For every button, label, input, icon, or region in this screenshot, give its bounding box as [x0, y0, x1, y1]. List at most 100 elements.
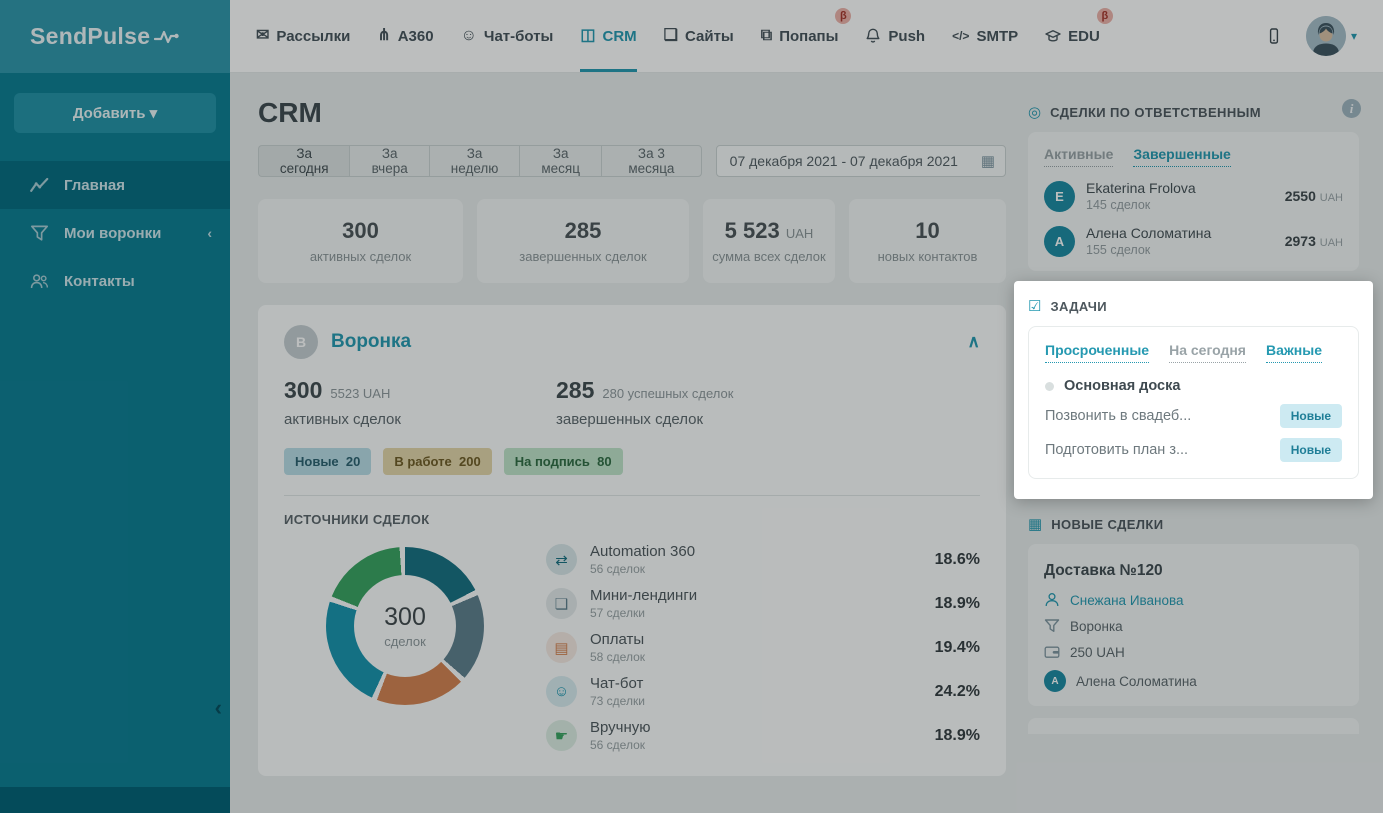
stat-label: завершенных сделок [556, 411, 704, 428]
calendar-icon[interactable]: ▦ [980, 153, 995, 170]
stat-label: активных сделок [284, 411, 401, 428]
owner-deals: 155 сделок [1086, 243, 1151, 257]
source-name: Мини-лендинги [590, 587, 698, 604]
task-row[interactable]: Подготовить план з... Новые [1045, 438, 1342, 462]
source-percent: 18.6% [934, 550, 980, 568]
sidebar-collapse-button[interactable]: ‹ [214, 695, 222, 720]
sidebar-item-contacts[interactable]: Контакты [0, 257, 230, 305]
task-status-badge: Новые [1279, 438, 1342, 462]
sidebar-item-main[interactable]: Главная [0, 161, 230, 209]
stage-badge-in-progress[interactable]: В работе 200 [383, 448, 492, 475]
top-nav: ✉ Рассылки ⋔ A360 ☺ Чат-боты ◫ CRM ❏ Сай… [256, 0, 1113, 72]
stage-badge-new[interactable]: Новые 20 [284, 448, 372, 475]
stat-closed-deals: 285 завершенных сделок [477, 199, 689, 283]
info-icon[interactable]: i [1342, 99, 1361, 118]
owner-row[interactable]: E Ekaterina Frolova 145 сделок 2550 UAH [1044, 180, 1343, 212]
pipeline-closed-stat: 285 280 успешных сделок завершенных сдел… [556, 377, 828, 428]
task-row[interactable]: Позвонить в свадеб... Новые [1045, 404, 1342, 428]
stat-value: 300 [284, 377, 323, 403]
avatar: А [1044, 670, 1066, 692]
sendpulse-logo[interactable]: SendPulse [30, 23, 180, 50]
tab-closed-deals[interactable]: Завершенные [1133, 146, 1231, 167]
owner-name: Алена Соломатина [1086, 225, 1212, 241]
sidebar-item-pipelines[interactable]: Мои воронки ‹ [0, 209, 230, 257]
stat-value: 285 [564, 218, 602, 243]
pipeline-avatar: B [284, 325, 318, 359]
tab-overdue[interactable]: Просроченные [1045, 342, 1150, 363]
range-week-button[interactable]: За неделю [428, 145, 520, 177]
nav-tab-mailings[interactable]: ✉ Рассылки [256, 0, 350, 72]
nav-tab-popups[interactable]: ⧉ Попапы β [761, 0, 852, 72]
range-month-button[interactable]: За месяц [519, 145, 602, 177]
legend-row-manual: ☛ Вручную 56 сделок 18.9% [546, 719, 980, 752]
add-button[interactable]: Добавить ▾ [14, 93, 216, 133]
deal-owner-row: А Алена Соломатина [1044, 670, 1343, 692]
range-yesterday-button[interactable]: За вчера [349, 145, 429, 177]
deal-contact-row[interactable]: Снежана Иванова [1044, 592, 1343, 608]
topbar-right: ▾ [1266, 0, 1383, 72]
legend-row-chatbot: ☺ Чат-бот 73 сделки 24.2% [546, 675, 980, 708]
owner-row[interactable]: A Алена Соломатина 155 сделок 2973 UAH [1044, 225, 1343, 257]
source-name: Оплаты [590, 631, 645, 648]
nav-tab-label: EDU [1068, 27, 1100, 45]
stage-badge-signature[interactable]: На подпись 80 [503, 448, 623, 475]
tab-active-deals[interactable]: Активные [1044, 146, 1114, 167]
hand-icon: ☛ [546, 720, 577, 751]
funnel-icon [1044, 618, 1060, 634]
task-tabs: Просроченные На сегодня Важные [1045, 342, 1342, 363]
content-area: i CRM За сегодня За вчера За неделю За м… [230, 73, 1383, 813]
landing-icon: ❏ [546, 588, 577, 619]
avatar: E [1044, 180, 1075, 212]
nav-tab-crm[interactable]: ◫ CRM [580, 0, 637, 72]
stat-unit: UAH [785, 226, 814, 241]
nav-tab-label: SMTP [976, 27, 1019, 45]
stat-value: 285 [556, 377, 595, 403]
stage-badges: Новые 20 В работе 200 На подпись 80 [284, 448, 980, 475]
donut-center: 300 сделок [354, 575, 456, 677]
wallet-icon: ▤ [546, 632, 577, 663]
source-name: Чат-бот [590, 675, 644, 692]
pipeline-title-link[interactable]: Воронка [331, 331, 412, 352]
logo-text: SendPulse [30, 23, 151, 49]
deal-owner: Алена Соломатина [1076, 673, 1197, 689]
legend-row-minilandings: ❏ Мини-лендинги 57 сделки 18.9% [546, 587, 980, 620]
legend-row-automation360: ⇄ Automation 360 56 сделок 18.6% [546, 543, 980, 576]
new-deals-header: ▦ НОВЫЕ СДЕЛКИ [1028, 517, 1359, 532]
nav-tab-chatbots[interactable]: ☺ Чат-боты [461, 0, 554, 72]
nav-tab-smtp[interactable]: </> SMTP [952, 0, 1018, 72]
source-percent: 18.9% [934, 594, 980, 612]
range-today-button[interactable]: За сегодня [258, 145, 350, 177]
user-menu[interactable]: ▾ [1305, 16, 1357, 56]
board-row[interactable]: Основная доска [1045, 378, 1342, 394]
nav-tab-push[interactable]: Push [865, 0, 925, 72]
tasks-header: ☑ ЗАДАЧИ [1028, 299, 1359, 314]
date-range-input[interactable]: 07 декабря 2021 - 07 декабря 2021 ▦ [715, 145, 1006, 177]
deal-sources-chart: 300 сделок [326, 547, 484, 705]
pipeline-stats: 300 5523 UAH активных сделок 285 280 усп… [284, 377, 980, 428]
main-column: CRM За сегодня За вчера За неделю За мес… [258, 91, 1006, 813]
board-name: Основная доска [1064, 378, 1181, 394]
stage-count: 20 [345, 454, 361, 469]
deals-by-owner-card: Активные Завершенные E Ekaterina Frolova… [1028, 132, 1359, 271]
nav-tab-sites[interactable]: ❏ Сайты [664, 0, 734, 72]
tab-today[interactable]: На сегодня [1169, 342, 1246, 363]
range-3months-button[interactable]: За 3 месяца [601, 145, 702, 177]
nav-tab-edu[interactable]: EDU β [1045, 0, 1113, 72]
chatbot-icon: ☺ [460, 27, 477, 44]
stage-name: В работе [394, 454, 452, 469]
chevron-up-icon[interactable]: ∧ [967, 332, 980, 351]
legend-row-payments: ▤ Оплаты 58 сделок 19.4% [546, 631, 980, 664]
funnel-icon [30, 224, 49, 243]
tab-important[interactable]: Важные [1265, 342, 1323, 363]
new-deal-card[interactable]: Доставка №120 Снежана Иванова Воронка 25… [1028, 544, 1359, 706]
chevron-down-icon: ▾ [1350, 29, 1357, 43]
owner-amount: 2973 [1284, 233, 1316, 249]
mobile-phone-icon[interactable] [1266, 28, 1282, 44]
sidebar-item-label: Мои воронки [64, 224, 162, 242]
date-filters: За сегодня За вчера За неделю За месяц З… [258, 145, 1006, 177]
nav-tab-label: Рассылки [276, 27, 351, 45]
checkbox-icon: ☑ [1028, 298, 1042, 315]
nav-tab-a360[interactable]: ⋔ A360 [377, 0, 433, 72]
sidebar-footer [0, 787, 230, 813]
